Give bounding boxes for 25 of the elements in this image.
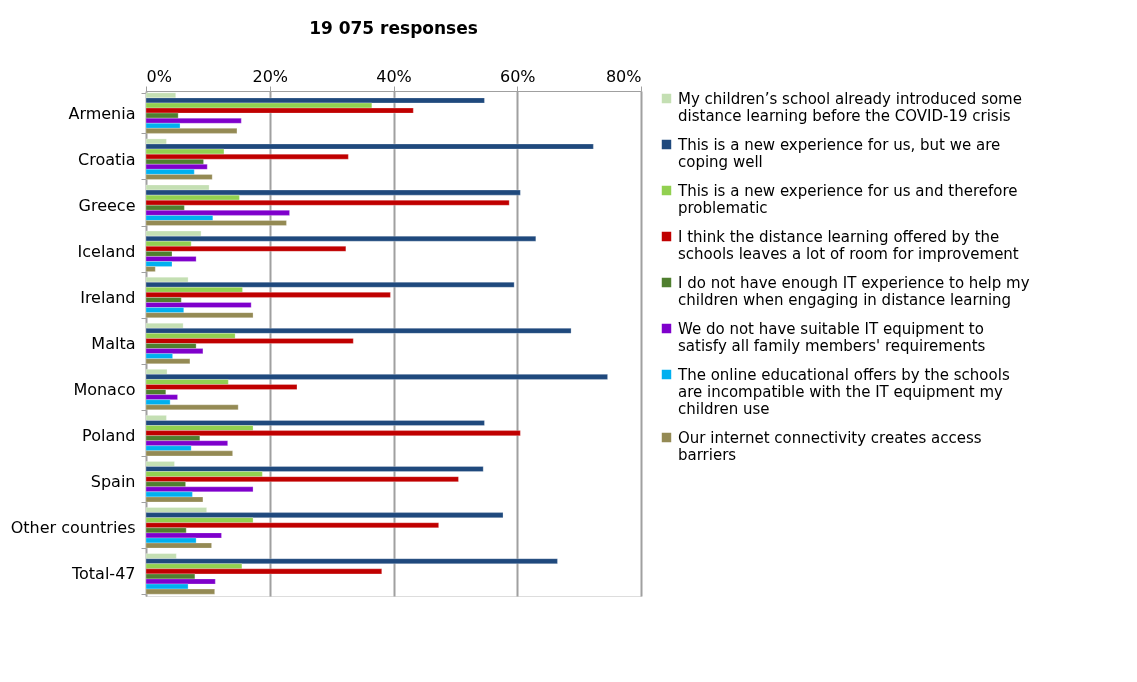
y-tick-label: Poland (82, 426, 136, 446)
y-tick-label: Greece (78, 195, 136, 215)
y-tick-label: Malta (91, 334, 136, 353)
x-tick-label: 40% (376, 66, 412, 86)
legend-label: This is a new experience for us and therefore problematic (677, 181, 1018, 217)
x-tick-label: 0% (146, 66, 172, 86)
legend-label: I think the distance learning offered by the schools leaves a lot of room for improvement (678, 227, 1019, 263)
x-tick-label: 60% (499, 66, 536, 86)
x-tick-label: 80% (605, 66, 642, 86)
y-tick-label: Ireland (80, 287, 136, 307)
y-tick-label: Iceland (77, 241, 136, 261)
legend-label: We do not have suitable IT equipment to satisfy all family members' requirements (678, 319, 986, 355)
y-tick-label: Spain (90, 472, 136, 492)
legend-label: This is a new experience for us, but we are coping well (677, 135, 1001, 171)
y-tick-label: Other countries (10, 518, 136, 538)
legend-label: My children’s school already introduced some distance learning before the COVID-19 crisis (678, 89, 1022, 125)
x-tick-label: 20% (252, 66, 289, 86)
y-tick-label: Total-47 (71, 564, 136, 584)
legend-label: Our internet connectivity creates access barriers (678, 428, 982, 464)
y-tick-label: Armenia (68, 103, 136, 123)
chart-title: 19 075 responses (309, 18, 478, 38)
y-tick-label: Croatia (77, 149, 136, 169)
legend-label: I do not have enough IT experience to help my children when engaging in distance learning (678, 273, 1030, 309)
y-tick-label: Monaco (73, 380, 136, 400)
legend-label: The online educational offers by the schools are incompatible with the IT equipment my children use (677, 365, 1010, 418)
